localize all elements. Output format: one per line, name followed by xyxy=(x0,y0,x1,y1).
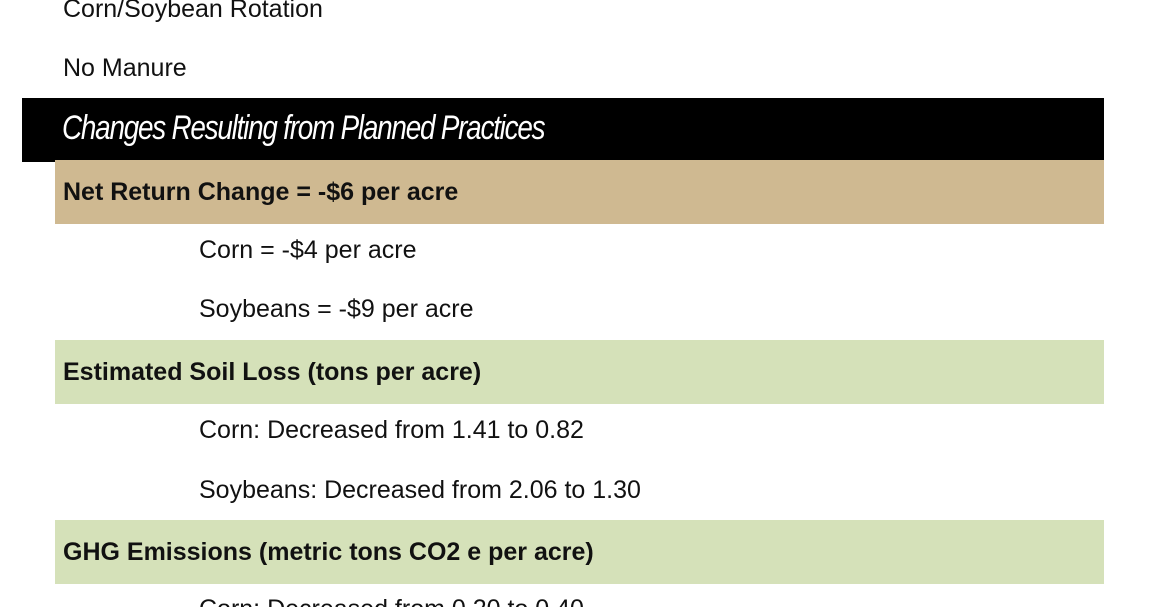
section-banner: Changes Resulting from Planned Practices xyxy=(22,98,1104,162)
soil-loss-corn: Corn: Decreased from 1.41 to 0.82 xyxy=(199,416,584,444)
ghg-band: GHG Emissions (metric tons CO2 e per acr… xyxy=(55,520,1104,584)
ghg-corn: Corn: Decreased from 0.20 to 0.40 xyxy=(199,594,584,607)
soil-loss-heading: Estimated Soil Loss (tons per acre) xyxy=(63,358,482,386)
net-return-heading: Net Return Change = -$6 per acre xyxy=(63,178,459,206)
soil-loss-soybeans: Soybeans: Decreased from 2.06 to 1.30 xyxy=(199,476,641,504)
net-return-band: Net Return Change = -$6 per acre xyxy=(55,160,1104,224)
ghg-heading: GHG Emissions (metric tons CO2 e per acr… xyxy=(63,538,594,566)
rotation-text: Corn/Soybean Rotation xyxy=(63,0,323,23)
net-return-corn: Corn = -$4 per acre xyxy=(199,236,417,264)
soil-loss-band: Estimated Soil Loss (tons per acre) xyxy=(55,340,1104,404)
manure-text: No Manure xyxy=(63,54,187,82)
net-return-soybeans: Soybeans = -$9 per acre xyxy=(199,295,474,323)
banner-title: Changes Resulting from Planned Practices xyxy=(62,109,546,147)
